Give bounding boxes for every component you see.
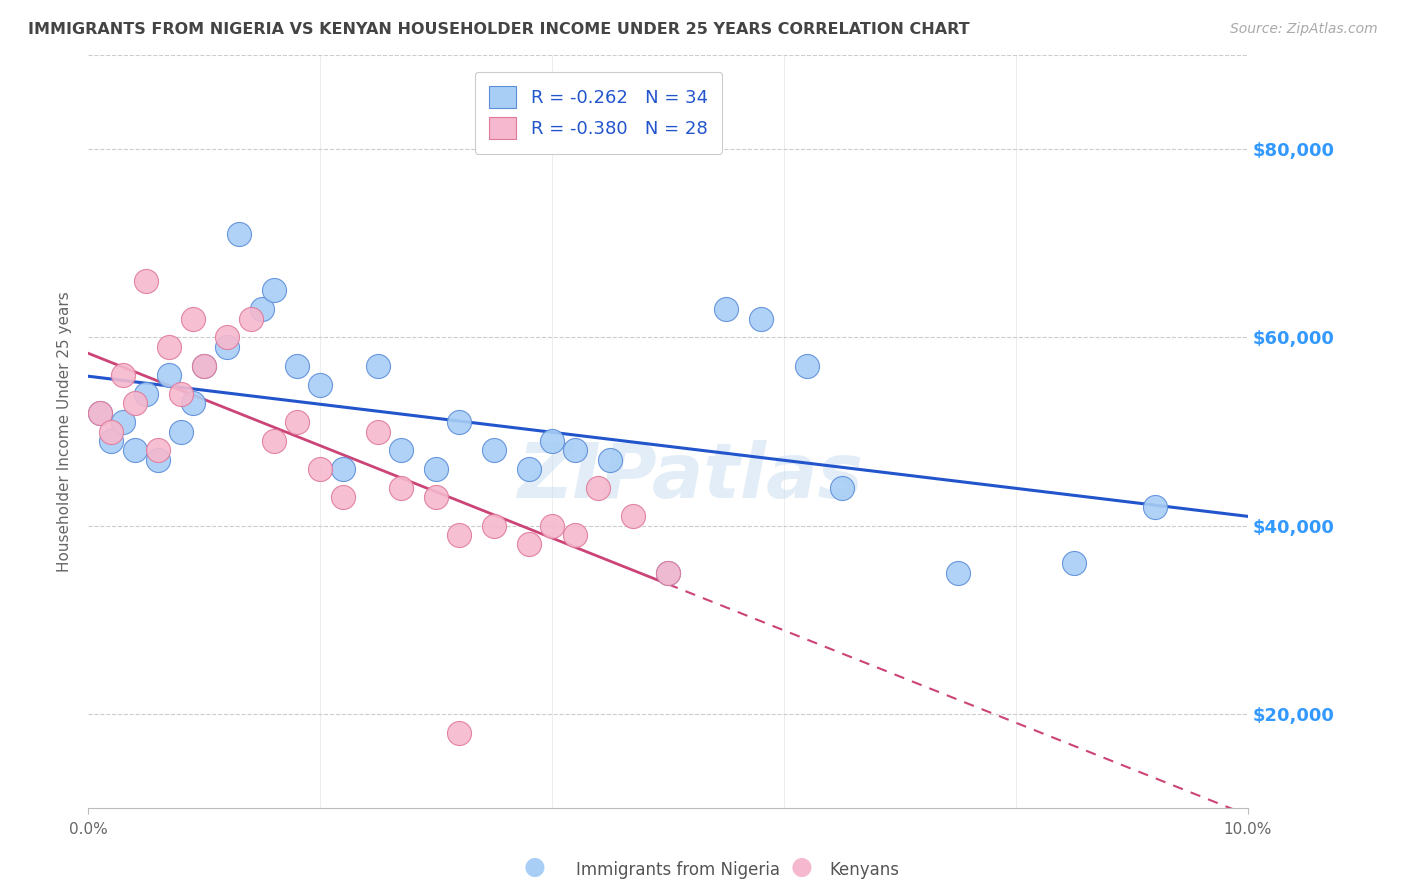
Text: IMMIGRANTS FROM NIGERIA VS KENYAN HOUSEHOLDER INCOME UNDER 25 YEARS CORRELATION : IMMIGRANTS FROM NIGERIA VS KENYAN HOUSEH… (28, 22, 970, 37)
Text: Kenyans: Kenyans (830, 861, 900, 879)
Point (946, 566, 969, 580)
Point (389, 481, 412, 495)
Point (135, 387, 157, 401)
Point (332, 491, 354, 505)
Point (449, 725, 471, 739)
Text: ZIPatlas: ZIPatlas (519, 440, 865, 514)
Point (1144, 500, 1167, 514)
Point (111, 415, 134, 429)
Point (239, 311, 262, 326)
Point (157, 340, 180, 354)
Text: Source: ZipAtlas.com: Source: ZipAtlas.com (1230, 22, 1378, 37)
Point (564, 528, 586, 542)
Point (135, 274, 157, 288)
Point (367, 425, 389, 439)
Point (181, 311, 204, 326)
Point (564, 443, 586, 458)
Text: ●: ● (523, 855, 546, 879)
Point (100, 434, 122, 448)
Y-axis label: Householder Income Under 25 years: Householder Income Under 25 years (58, 291, 72, 572)
Point (749, 311, 772, 326)
Point (449, 528, 471, 542)
Point (157, 368, 180, 383)
Point (285, 415, 308, 429)
Point (657, 566, 679, 580)
Point (217, 340, 239, 354)
Point (146, 452, 169, 467)
Point (263, 284, 285, 298)
Point (89, 406, 111, 420)
Point (193, 359, 215, 373)
Point (89, 406, 111, 420)
Point (285, 359, 308, 373)
Point (796, 359, 818, 373)
Point (228, 227, 250, 241)
Point (181, 396, 204, 410)
Point (332, 462, 354, 476)
Point (124, 396, 146, 410)
Legend: R = -0.262   N = 34, R = -0.380   N = 28: R = -0.262 N = 34, R = -0.380 N = 28 (475, 71, 723, 153)
Text: ●: ● (790, 855, 813, 879)
Point (309, 377, 332, 392)
Point (541, 434, 564, 448)
Point (831, 481, 853, 495)
Text: Immigrants from Nigeria: Immigrants from Nigeria (576, 861, 780, 879)
Point (111, 368, 134, 383)
Point (517, 537, 540, 551)
Point (100, 425, 122, 439)
Point (193, 359, 215, 373)
Point (482, 443, 505, 458)
Point (146, 443, 169, 458)
Point (425, 491, 447, 505)
Point (263, 434, 285, 448)
Point (482, 518, 505, 533)
Point (309, 462, 332, 476)
Point (714, 302, 737, 317)
Point (621, 509, 644, 524)
Point (367, 359, 389, 373)
Point (657, 566, 679, 580)
Point (389, 443, 412, 458)
Point (588, 481, 610, 495)
Point (217, 330, 239, 344)
Point (1063, 557, 1085, 571)
Point (541, 518, 564, 533)
Point (124, 443, 146, 458)
Point (425, 462, 447, 476)
Point (170, 387, 193, 401)
Point (517, 462, 540, 476)
Point (170, 425, 193, 439)
Point (250, 302, 273, 317)
Point (599, 452, 621, 467)
Point (449, 415, 471, 429)
